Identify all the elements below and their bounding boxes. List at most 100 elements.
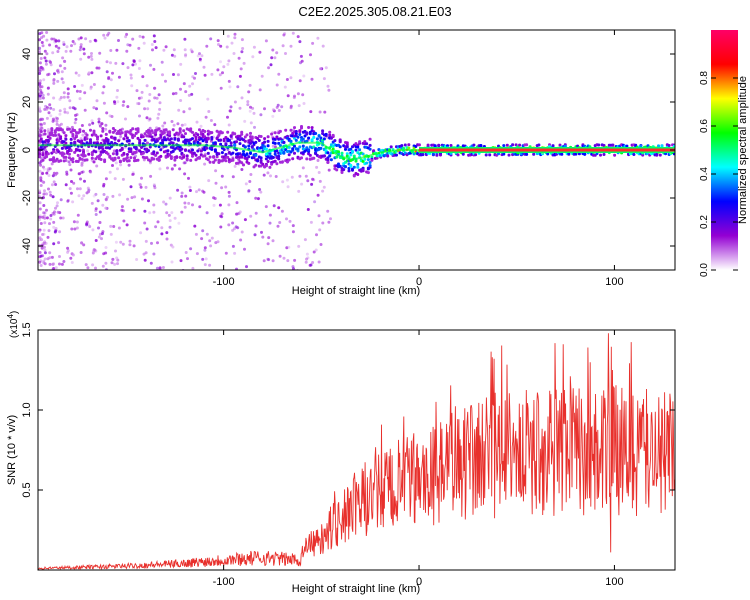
spectrogram-cell bbox=[282, 141, 286, 144]
spectrogram-noise-cell bbox=[127, 163, 131, 167]
spectrogram-cell bbox=[386, 154, 390, 158]
spectrogram-noise-cell bbox=[111, 71, 114, 75]
spectrogram-noise-cell bbox=[97, 66, 101, 70]
spectrogram-cell bbox=[525, 152, 529, 156]
spectrogram-cell bbox=[176, 137, 180, 141]
spectrogram-noise-cell bbox=[81, 170, 85, 174]
spectrogram-noise-cell bbox=[224, 185, 228, 189]
spectrogram-noise-cell bbox=[302, 74, 306, 78]
spectrogram-noise-cell bbox=[42, 228, 46, 232]
spectrogram-noise-cell bbox=[216, 39, 220, 43]
spectrogram-noise-cell bbox=[119, 163, 123, 167]
spectrogram-cell bbox=[206, 151, 210, 155]
spectrogram-noise-cell bbox=[280, 105, 284, 109]
spectrogram-noise-cell bbox=[172, 48, 176, 52]
spectrogram-cell bbox=[229, 134, 233, 138]
spectrogram-noise-cell bbox=[178, 167, 182, 171]
spectrogram-cell bbox=[64, 155, 68, 159]
spectrogram-noise-cell bbox=[42, 259, 46, 263]
spectrogram-noise-cell bbox=[289, 106, 293, 110]
spectrogram-noise-cell bbox=[187, 201, 191, 205]
spectrogram-cell bbox=[133, 134, 136, 138]
spectrogram-noise-cell bbox=[47, 86, 50, 90]
spectrogram-noise-cell bbox=[45, 107, 49, 111]
spectrogram-cell bbox=[184, 148, 187, 152]
spectrogram-cell bbox=[41, 153, 45, 157]
spectrogram-cell bbox=[136, 158, 140, 162]
spectrogram-noise-cell bbox=[104, 197, 108, 201]
spectrogram-noise-cell bbox=[275, 51, 279, 55]
spectrogram-noise-cell bbox=[247, 90, 251, 94]
spectrogram-noise-cell bbox=[146, 141, 149, 145]
spectrogram-noise-cell bbox=[152, 67, 156, 71]
spectrogram-cell bbox=[113, 129, 117, 132]
spectrogram-noise-cell bbox=[49, 214, 53, 217]
spectrogram-noise-cell bbox=[306, 208, 310, 211]
spectrogram-cell bbox=[270, 162, 274, 166]
spectrogram-noise-cell bbox=[56, 50, 60, 53]
spectrogram-cell bbox=[328, 154, 332, 158]
spectrogram-cell bbox=[368, 161, 372, 164]
spectrogram-noise-cell bbox=[240, 168, 244, 171]
spectrogram-cell bbox=[583, 152, 587, 156]
spectrogram-noise-cell bbox=[48, 167, 52, 171]
spectrogram-noise-cell bbox=[55, 171, 59, 175]
spectrogram-noise-cell bbox=[125, 49, 129, 53]
spectrogram-noise-cell bbox=[309, 263, 313, 267]
spectrogram-cell bbox=[76, 154, 80, 157]
spectrogram-cell bbox=[99, 134, 103, 138]
spectrogram-cell bbox=[217, 133, 221, 137]
spectrogram-noise-cell bbox=[276, 224, 280, 228]
spectrogram-noise-cell bbox=[105, 70, 109, 74]
spectrogram-noise-cell bbox=[40, 117, 44, 121]
spectrogram-noise-cell bbox=[86, 266, 90, 270]
spectrogram-cell bbox=[46, 139, 50, 143]
spectrogram-noise-cell bbox=[149, 174, 153, 178]
spectrogram-noise-cell bbox=[101, 91, 105, 95]
spectrogram-noise-cell bbox=[184, 251, 188, 254]
spectrogram-noise-cell bbox=[264, 39, 268, 43]
spectrogram-noise-cell bbox=[234, 225, 238, 229]
spectrogram-noise-cell bbox=[61, 81, 65, 84]
spectrogram-noise-cell bbox=[51, 211, 55, 215]
spectrogram-noise-cell bbox=[301, 166, 305, 170]
spectrogram-cell bbox=[203, 130, 207, 133]
spectrogram-noise-cell bbox=[42, 242, 46, 246]
spectrogram-noise-cell bbox=[89, 170, 93, 174]
spectrogram-noise-cell bbox=[304, 260, 308, 264]
spectrogram-noise-cell bbox=[140, 197, 144, 201]
spectrogram-cell bbox=[331, 133, 335, 137]
spectrogram-cell bbox=[546, 152, 550, 156]
spectrogram-noise-cell bbox=[174, 91, 178, 95]
spectrogram-noise-cell bbox=[114, 249, 117, 253]
spectrogram-cell bbox=[60, 128, 64, 132]
spectrogram-noise-cell bbox=[58, 112, 62, 116]
spectrogram-cell bbox=[219, 138, 223, 142]
spectrogram-noise-cell bbox=[121, 209, 125, 213]
spectrogram-noise-cell bbox=[120, 208, 124, 212]
spectrogram-noise-cell bbox=[41, 93, 45, 97]
spectrogram-noise-cell bbox=[321, 189, 325, 193]
spectrogram-noise-cell bbox=[291, 31, 295, 35]
spectrogram-noise-cell bbox=[141, 75, 145, 79]
spectrogram-noise-cell bbox=[115, 95, 119, 99]
spectrogram-noise-cell bbox=[221, 71, 224, 75]
spectrogram-noise-cell bbox=[158, 167, 162, 171]
spectrogram-noise-cell bbox=[202, 65, 206, 69]
spectrogram-cell bbox=[182, 155, 186, 159]
spectrogram-noise-cell bbox=[227, 123, 231, 127]
spectrogram-noise-cell bbox=[214, 181, 218, 185]
spectrogram-noise-cell bbox=[231, 221, 235, 225]
spectrogram-cell bbox=[205, 140, 209, 144]
spectrogram-noise-cell bbox=[80, 241, 84, 245]
spectrogram-noise-cell bbox=[69, 49, 73, 53]
spectrogram-noise-cell bbox=[209, 37, 213, 41]
spectrogram-noise-cell bbox=[51, 119, 55, 123]
spectrogram-noise-cell bbox=[45, 208, 48, 212]
spectrogram-noise-cell bbox=[76, 187, 79, 191]
spectrogram-cell bbox=[39, 130, 43, 133]
spectrogram-noise-cell bbox=[213, 197, 217, 201]
spectrogram-noise-cell bbox=[74, 71, 78, 75]
spectrogram-noise-cell bbox=[227, 194, 231, 198]
spectrogram-noise-cell bbox=[117, 75, 121, 79]
